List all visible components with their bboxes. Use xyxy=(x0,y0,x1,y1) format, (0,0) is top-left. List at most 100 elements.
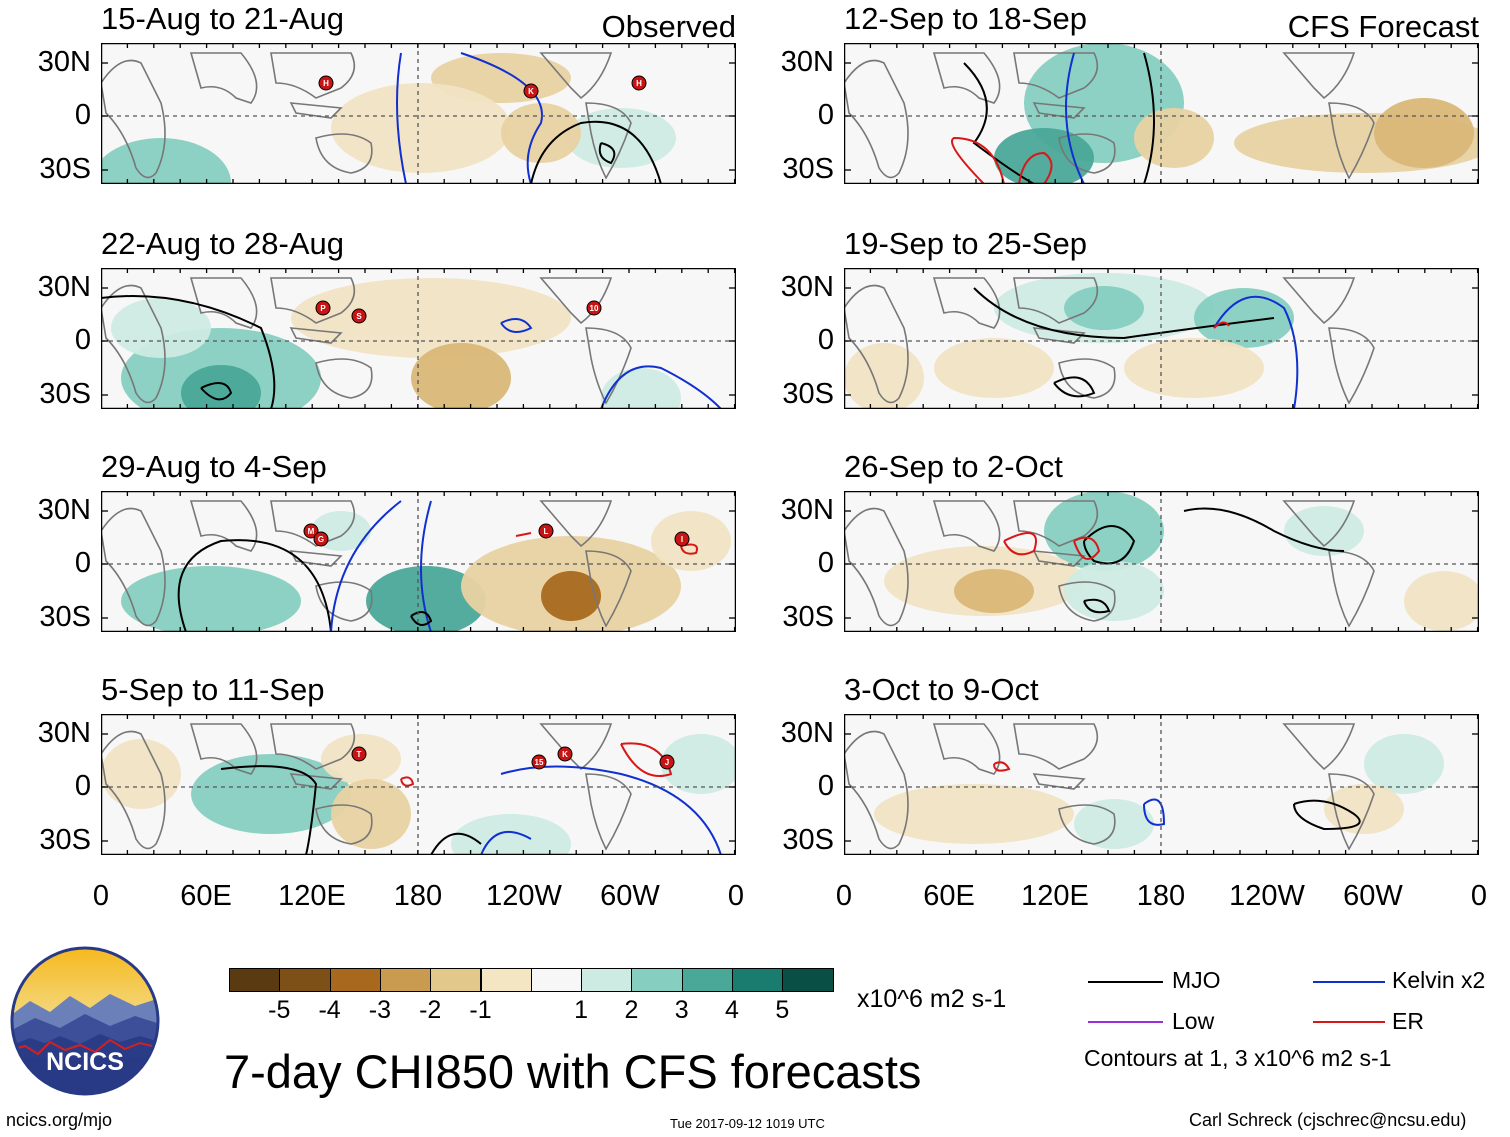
legend-kelvin-line xyxy=(1313,981,1385,983)
colorbar-tick: -2 xyxy=(419,996,442,1024)
storm-marker: 10 xyxy=(586,300,602,316)
colorbar-swatch xyxy=(530,968,583,992)
svg-text:S: S xyxy=(356,312,362,321)
legend-low-line xyxy=(1088,1021,1163,1023)
storm-marker: H xyxy=(631,75,647,91)
storm-marker: H xyxy=(318,75,334,91)
lon-label: 60E xyxy=(180,880,232,912)
colorbar-swatch xyxy=(379,968,432,992)
colorbar-tick: -4 xyxy=(318,996,341,1024)
lat-label: 30S xyxy=(782,601,834,633)
forecast-label: CFS Forecast xyxy=(1287,9,1479,44)
lat-label: 0 xyxy=(74,324,91,356)
colorbar-swatch xyxy=(581,968,633,992)
colorbar-swatch xyxy=(681,968,733,992)
panel-title: 5-Sep to 11-Sep xyxy=(101,672,325,707)
panel-title: 29-Aug to 4-Sep xyxy=(101,449,327,484)
svg-text:M: M xyxy=(308,527,315,536)
lon-label: 60W xyxy=(600,880,660,912)
legend-er-line xyxy=(1313,1021,1385,1023)
legend-mjo-label: MJO xyxy=(1172,967,1221,993)
colorbar-swatch xyxy=(329,968,381,992)
svg-text:J: J xyxy=(665,758,669,767)
storm-marker: K xyxy=(523,83,539,99)
svg-text:K: K xyxy=(528,87,534,96)
colorbar-tick: 1 xyxy=(574,996,589,1024)
lon-label: 0 xyxy=(1470,880,1488,912)
colorbar-swatch xyxy=(480,968,532,992)
colorbar-swatch xyxy=(631,968,683,992)
lat-label: 30N xyxy=(37,494,91,526)
colorbar-tick: 5 xyxy=(775,996,790,1024)
lon-label: 120E xyxy=(278,880,346,912)
colorbar-swatch xyxy=(229,968,281,992)
storm-marker: T xyxy=(351,746,367,762)
storm-marker: J xyxy=(659,754,675,770)
lat-label: 30N xyxy=(780,46,834,78)
svg-text:10: 10 xyxy=(590,304,599,313)
lat-label: 30S xyxy=(39,378,91,410)
storm-marker: L xyxy=(538,523,554,539)
colorbar-swatch xyxy=(279,968,331,992)
svg-text:P: P xyxy=(320,304,326,313)
colorbar-swatch xyxy=(782,968,834,992)
colorbar-tick: 3 xyxy=(674,996,689,1024)
observed-label: Observed xyxy=(601,9,736,44)
lat-label: 30N xyxy=(780,494,834,526)
lat-label: 30N xyxy=(780,717,834,749)
lon-label: 60E xyxy=(923,880,975,912)
legend-kelvin-label: Kelvin x2 xyxy=(1392,967,1486,993)
storm-marker: S xyxy=(351,308,367,324)
logo-text: NCICS xyxy=(46,1048,124,1076)
map-panel xyxy=(844,43,1479,184)
lat-label: 0 xyxy=(817,324,834,356)
footer-url[interactable]: ncics.org/mjo xyxy=(6,1110,113,1130)
lat-label: 0 xyxy=(817,547,834,579)
lon-label: 180 xyxy=(393,880,443,912)
lat-label: 30S xyxy=(39,153,91,185)
colorbar-swatch xyxy=(732,968,784,992)
storm-marker: P xyxy=(315,300,331,316)
svg-text:L: L xyxy=(544,527,549,536)
storm-marker: M xyxy=(303,523,319,539)
lat-label: 0 xyxy=(817,99,834,131)
lon-label: 60W xyxy=(1343,880,1403,912)
colorbar-tick: -3 xyxy=(368,996,392,1024)
colorbar-tick: 4 xyxy=(725,996,739,1024)
lat-label: 0 xyxy=(74,99,91,131)
colorbar-units: x10^6 m2 s-1 xyxy=(857,985,1007,1013)
lat-label: 30S xyxy=(39,824,91,856)
map-panel: P S 10 xyxy=(101,268,736,409)
lat-label: 30N xyxy=(37,271,91,303)
legend-er-label: ER xyxy=(1392,1008,1424,1034)
colorbar-tick: -1 xyxy=(469,996,492,1024)
lon-label: 0 xyxy=(92,880,110,912)
map-panel xyxy=(844,714,1479,855)
lon-label: 0 xyxy=(835,880,853,912)
legend-low-label: Low xyxy=(1172,1008,1215,1034)
lat-label: 0 xyxy=(74,547,91,579)
legend-mjo-line xyxy=(1088,981,1163,983)
panel-title: 3-Oct to 9-Oct xyxy=(844,672,1039,707)
map-panel xyxy=(844,491,1479,632)
lat-label: 0 xyxy=(74,770,91,802)
panel-title: 12-Sep to 18-Sep xyxy=(844,1,1088,36)
contours-note: Contours at 1, 3 x10^6 m2 s-1 xyxy=(1084,1045,1392,1071)
lat-label: 30N xyxy=(37,717,91,749)
colorbar-tick: -5 xyxy=(268,996,291,1024)
colorbar-swatch xyxy=(430,968,482,992)
svg-text:G: G xyxy=(318,535,324,544)
lat-label: 30S xyxy=(782,153,834,185)
panel-title: 19-Sep to 25-Sep xyxy=(844,226,1088,261)
lat-label: 30S xyxy=(39,601,91,633)
lon-label: 120E xyxy=(1021,880,1089,912)
lat-label: 30N xyxy=(780,271,834,303)
panel-title: 26-Sep to 2-Oct xyxy=(844,449,1063,484)
storm-marker: K xyxy=(557,746,573,762)
storm-marker: 15 xyxy=(531,754,547,770)
panel-title: 22-Aug to 28-Aug xyxy=(101,226,345,261)
main-title: 7-day CHI850 with CFS forecasts xyxy=(224,1045,922,1098)
svg-text:15: 15 xyxy=(535,758,544,767)
